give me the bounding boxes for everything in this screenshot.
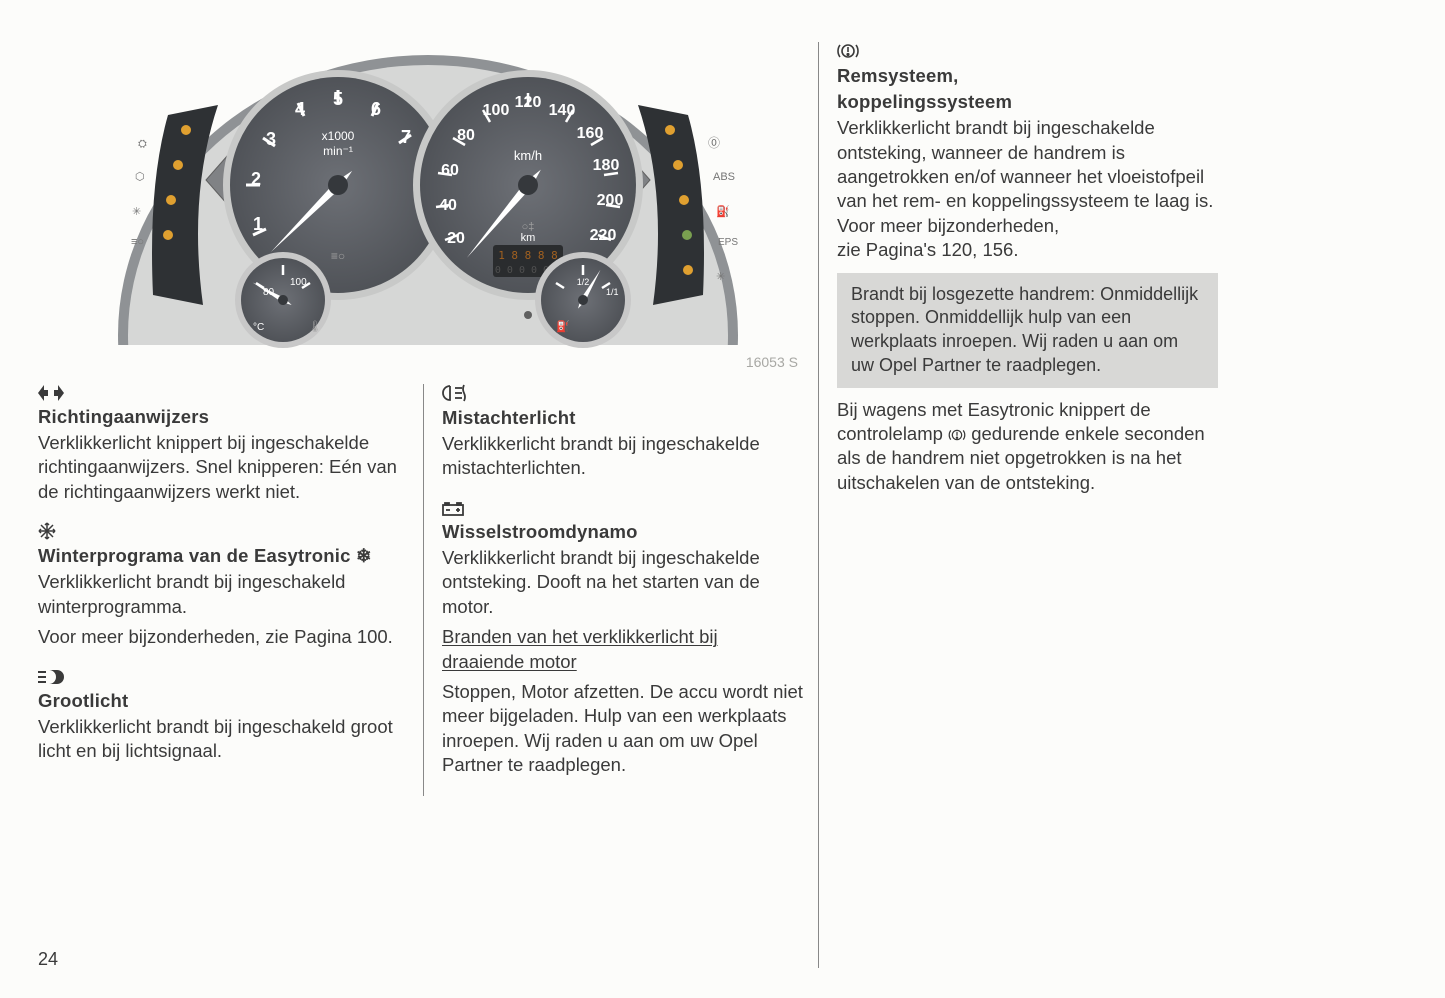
- body-text: Bij wagens met Easytronic knippert de co…: [837, 398, 1218, 496]
- section-remsysteem: Remsysteem, koppelingssysteem Verklikker…: [837, 42, 1218, 495]
- svg-text:⬡: ⬡: [135, 171, 145, 183]
- svg-text:220: 220: [590, 227, 617, 244]
- svg-text:≡○: ≡○: [131, 236, 144, 248]
- column-b: Mistachterlicht Verklikkerlicht brandt b…: [423, 384, 803, 796]
- battery-icon: [442, 499, 803, 518]
- warning-callout: Brandt bij losgezette handrem: Onmiddell…: [837, 273, 1218, 388]
- svg-text:°C: °C: [253, 322, 264, 333]
- svg-text:⓪: ⓪: [708, 136, 720, 150]
- sub-heading: Branden van het verklikkerlicht bij draa…: [442, 625, 803, 674]
- svg-text:x1000: x1000: [322, 129, 355, 143]
- column-c: Remsysteem, koppelingssysteem Verklikker…: [818, 42, 1218, 968]
- svg-text:⛭: ⛭: [138, 138, 147, 150]
- svg-text:100: 100: [290, 277, 307, 288]
- svg-text:⛽: ⛽: [556, 320, 570, 333]
- body-text: Verklikkerlicht knippert bij ingeschakel…: [38, 431, 405, 504]
- heading-line1: Remsysteem,: [837, 64, 1218, 88]
- dashboard-figure: ⓪ ABS ⛽ EPS ✳ ⛭ ⬡ ✳ ≡○ 1 2 3 4: [38, 35, 778, 370]
- svg-text:1 8 8 8 8: 1 8 8 8 8: [498, 249, 558, 262]
- body-text: Verklikkerlicht brandt bij ingeschakelde…: [837, 116, 1218, 262]
- rear-fog-icon: [442, 384, 803, 404]
- section-winterprogramma: Winterprograma van de Easytronic ❄ Verkl…: [38, 522, 405, 649]
- svg-text:⛽: ⛽: [716, 205, 730, 218]
- svg-text:km: km: [521, 232, 536, 244]
- para: Stoppen, Motor afzetten. De accu wordt n…: [442, 680, 803, 778]
- para-span: Verklikkerlicht brandt bij ingeschakelde…: [837, 117, 1213, 236]
- para: Verklikkerlicht brandt bij ingeschakelde…: [442, 546, 803, 619]
- heading-line2: koppelingssysteem: [837, 90, 1218, 114]
- svg-text:✳: ✳: [132, 206, 141, 218]
- brake-warning-icon: [837, 42, 1218, 62]
- body-text: Verklikkerlicht brandt bij ingeschakeld …: [38, 570, 405, 649]
- para: Voor meer bijzonderheden, zie Pagina 100…: [38, 625, 405, 649]
- svg-text:ABS: ABS: [713, 171, 735, 183]
- page-number: 24: [38, 949, 58, 970]
- section-wisselstroomdynamo: Wisselstroomdynamo Verklikkerlicht brand…: [442, 499, 803, 778]
- page: ⓪ ABS ⛽ EPS ✳ ⛭ ⬡ ✳ ≡○ 1 2 3 4: [38, 30, 1385, 968]
- section-grootlicht: Grootlicht Verklikkerlicht brandt bij in…: [38, 668, 405, 764]
- svg-text:EPS: EPS: [718, 237, 738, 248]
- heading: Richtingaanwijzers: [38, 405, 405, 429]
- text-columns: Richtingaanwijzers Verklikkerlicht knipp…: [38, 384, 818, 796]
- left-column-block: ⓪ ABS ⛽ EPS ✳ ⛭ ⬡ ✳ ≡○ 1 2 3 4: [38, 30, 818, 968]
- brake-warning-icon-inline: [948, 428, 966, 442]
- dashboard-svg: ⓪ ABS ⛽ EPS ✳ ⛭ ⬡ ✳ ≡○ 1 2 3 4: [108, 35, 748, 365]
- svg-text:≡○: ≡○: [331, 249, 345, 263]
- section-mistachterlicht: Mistachterlicht Verklikkerlicht brandt b…: [442, 384, 803, 481]
- snowflake-icon: [38, 522, 405, 542]
- turn-signal-icon: [38, 384, 405, 403]
- body-text: Verklikkerlicht brandt bij ingeschakelde…: [442, 432, 803, 481]
- para: Verklikkerlicht brandt bij ingeschakeld …: [38, 570, 405, 619]
- body-text: Verklikkerlicht brandt bij ingeschakeld …: [38, 715, 405, 764]
- svg-text:○‡: ○‡: [522, 221, 535, 233]
- svg-text:✳: ✳: [716, 271, 725, 283]
- column-a: Richtingaanwijzers Verklikkerlicht knipp…: [38, 384, 423, 796]
- heading: Winterprograma van de Easytronic ❄: [38, 544, 405, 568]
- heading: Mistachterlicht: [442, 406, 803, 430]
- svg-text:60: 60: [441, 162, 459, 179]
- svg-text:min⁻¹: min⁻¹: [323, 144, 353, 158]
- heading: Grootlicht: [38, 689, 405, 713]
- para-span: zie Pagina's 120, 156.: [837, 239, 1018, 260]
- svg-text:🌡: 🌡: [308, 320, 322, 333]
- body-text: Verklikkerlicht brandt bij ingeschakelde…: [442, 546, 803, 778]
- svg-text:1/1: 1/1: [606, 287, 619, 297]
- svg-text:1/2: 1/2: [577, 277, 590, 287]
- svg-text:180: 180: [593, 157, 620, 174]
- high-beam-icon: [38, 668, 405, 687]
- svg-text:km/h: km/h: [514, 148, 542, 163]
- heading: Wisselstroomdynamo: [442, 520, 803, 544]
- section-richtingaanwijzers: Richtingaanwijzers Verklikkerlicht knipp…: [38, 384, 405, 504]
- figure-label: 16053 S: [746, 354, 798, 370]
